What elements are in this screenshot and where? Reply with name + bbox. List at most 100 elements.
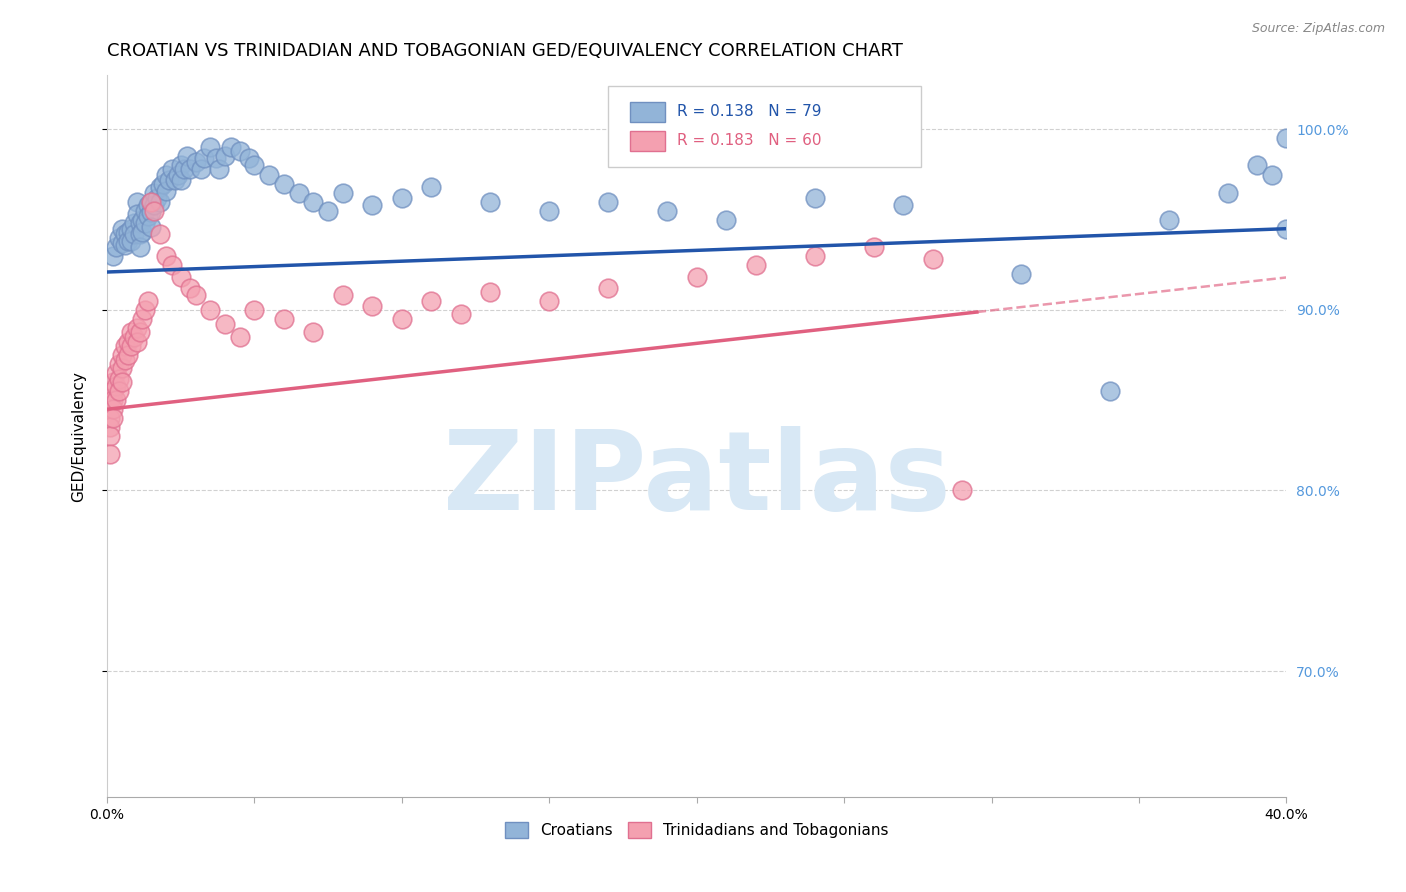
Point bbox=[104, 378, 127, 392]
Point bbox=[332, 186, 354, 200]
Point bbox=[122, 330, 145, 344]
Point bbox=[287, 186, 309, 200]
Point bbox=[716, 212, 738, 227]
Point bbox=[745, 258, 768, 272]
Point bbox=[131, 312, 153, 326]
Point bbox=[108, 384, 131, 399]
Point bbox=[141, 194, 163, 209]
Point bbox=[134, 216, 156, 230]
Point bbox=[120, 235, 142, 249]
Point bbox=[114, 238, 136, 252]
Point bbox=[111, 221, 134, 235]
Point bbox=[111, 236, 134, 251]
Point bbox=[273, 312, 295, 326]
Point bbox=[950, 483, 973, 498]
Text: ZIPatlas: ZIPatlas bbox=[443, 426, 950, 533]
Point bbox=[200, 302, 222, 317]
Point bbox=[128, 325, 150, 339]
Point bbox=[111, 375, 134, 389]
Point bbox=[98, 411, 121, 425]
Text: R = 0.138   N = 79: R = 0.138 N = 79 bbox=[676, 103, 821, 119]
Point bbox=[101, 249, 124, 263]
Point bbox=[862, 240, 884, 254]
Point bbox=[160, 258, 183, 272]
Point bbox=[138, 293, 160, 308]
Point bbox=[361, 198, 384, 212]
Point bbox=[891, 198, 914, 212]
Point bbox=[141, 219, 163, 234]
Point bbox=[114, 353, 136, 368]
Point bbox=[170, 173, 193, 187]
Point bbox=[128, 227, 150, 241]
Point bbox=[122, 227, 145, 241]
Point bbox=[98, 393, 121, 408]
Point bbox=[598, 281, 620, 295]
Point bbox=[111, 348, 134, 362]
Point bbox=[243, 302, 266, 317]
Point bbox=[921, 252, 943, 267]
Point bbox=[214, 149, 236, 163]
Point bbox=[657, 203, 679, 218]
Point bbox=[134, 302, 156, 317]
Point bbox=[108, 357, 131, 371]
Point bbox=[125, 194, 148, 209]
Point bbox=[104, 393, 127, 408]
Point bbox=[143, 203, 166, 218]
Point bbox=[125, 335, 148, 350]
Point bbox=[420, 180, 443, 194]
Point bbox=[361, 299, 384, 313]
Point bbox=[117, 225, 139, 239]
Point bbox=[149, 194, 172, 209]
Point bbox=[152, 177, 174, 191]
Point bbox=[184, 154, 207, 169]
Text: CROATIAN VS TRINIDADIAN AND TOBAGONIAN GED/EQUIVALENCY CORRELATION CHART: CROATIAN VS TRINIDADIAN AND TOBAGONIAN G… bbox=[107, 42, 903, 60]
Point bbox=[122, 216, 145, 230]
Point bbox=[117, 335, 139, 350]
Point bbox=[117, 348, 139, 362]
Point bbox=[111, 360, 134, 375]
Point bbox=[166, 168, 188, 182]
Point bbox=[1216, 186, 1239, 200]
Point bbox=[163, 173, 186, 187]
Point bbox=[1157, 212, 1180, 227]
Point bbox=[1275, 221, 1298, 235]
Point bbox=[101, 411, 124, 425]
Point bbox=[114, 227, 136, 241]
Point bbox=[125, 321, 148, 335]
Point bbox=[155, 184, 177, 198]
Point bbox=[190, 162, 212, 177]
Point bbox=[179, 281, 201, 295]
Point bbox=[138, 209, 160, 223]
Point bbox=[257, 168, 280, 182]
Point bbox=[143, 186, 166, 200]
Text: Source: ZipAtlas.com: Source: ZipAtlas.com bbox=[1251, 22, 1385, 36]
Point bbox=[391, 191, 413, 205]
Point bbox=[101, 402, 124, 417]
Point bbox=[208, 162, 231, 177]
Point bbox=[229, 330, 252, 344]
Point bbox=[101, 384, 124, 399]
Point bbox=[803, 249, 825, 263]
Point bbox=[108, 230, 131, 244]
Point bbox=[170, 270, 193, 285]
Point bbox=[273, 177, 295, 191]
Point bbox=[120, 221, 142, 235]
Point bbox=[238, 151, 260, 165]
Point bbox=[538, 203, 561, 218]
FancyBboxPatch shape bbox=[630, 102, 665, 122]
Point bbox=[98, 447, 121, 461]
Point bbox=[120, 339, 142, 353]
Point bbox=[155, 168, 177, 182]
Point bbox=[143, 198, 166, 212]
Point bbox=[173, 162, 195, 177]
Point bbox=[1261, 168, 1284, 182]
Point bbox=[146, 191, 169, 205]
Legend: Croatians, Trinidadians and Tobagonians: Croatians, Trinidadians and Tobagonians bbox=[499, 816, 894, 844]
Point bbox=[141, 205, 163, 219]
Point bbox=[479, 285, 502, 299]
FancyBboxPatch shape bbox=[609, 86, 921, 167]
Point bbox=[131, 212, 153, 227]
Point bbox=[101, 375, 124, 389]
Point bbox=[170, 159, 193, 173]
Point bbox=[193, 151, 215, 165]
